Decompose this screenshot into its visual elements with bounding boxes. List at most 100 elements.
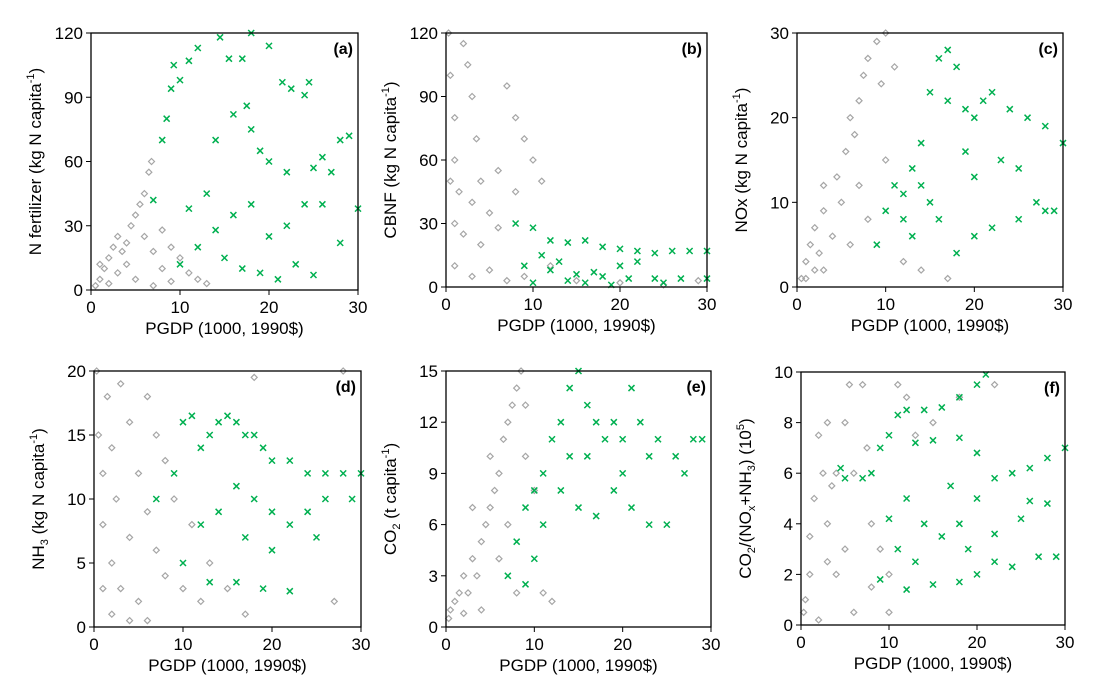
green-cross-point <box>286 457 294 465</box>
green-cross-point <box>955 434 963 442</box>
green-cross-point <box>259 585 267 593</box>
y-tick-label: 15 <box>419 362 438 381</box>
gray-diamond-point <box>330 597 339 606</box>
green-cross-point <box>973 570 981 578</box>
x-tick-label: 0 <box>86 298 95 317</box>
gray-diamond-point <box>885 608 893 617</box>
panel-a: 0 10 20 30 0 30 60 90 120 PGDP (1000, 1990$) N fer… <box>25 24 367 338</box>
green-cross-point <box>876 575 884 583</box>
green-cross-point <box>680 469 689 477</box>
green-cross-point <box>250 495 258 503</box>
plot-frame <box>93 370 362 628</box>
panel-label: (e) <box>686 379 706 396</box>
gray-diamond-point <box>481 520 490 529</box>
y-tick-label: 30 <box>64 217 83 236</box>
green-cross-point <box>938 403 946 411</box>
green-cross-point <box>873 241 881 249</box>
plot-frame <box>90 32 359 291</box>
green-cross-point <box>837 464 845 472</box>
plot-frame <box>800 371 1066 626</box>
green-cross-point <box>911 558 919 566</box>
gray-diamond-point <box>134 597 143 606</box>
gray-diamond-point <box>520 134 529 143</box>
green-cross-point <box>1035 553 1043 561</box>
gray-diamond-point <box>152 431 161 439</box>
green-cross-point <box>223 412 232 420</box>
gray-diamond-point <box>185 269 193 277</box>
green-cross-point <box>911 439 919 447</box>
green-cross-point <box>920 406 928 414</box>
gray-diamond-point <box>802 257 810 266</box>
gray-diamond-point <box>832 469 841 478</box>
gray-diamond-point <box>881 29 890 37</box>
gray-diamond-point <box>118 247 126 256</box>
green-cross-point <box>645 521 653 529</box>
green-cross-point <box>179 559 187 567</box>
gray-diamond-point <box>223 584 232 593</box>
gray-diamond-point <box>859 71 868 80</box>
y-axis-label-part: 2 <box>391 524 403 530</box>
green-cross-point <box>185 57 193 65</box>
green-cross-point <box>876 444 884 452</box>
green-cross-point <box>268 457 276 465</box>
green-cross-point <box>885 431 893 439</box>
gray-diamond-point <box>450 113 459 122</box>
gray-diamond-point <box>529 156 537 164</box>
y-tick-label: 0 <box>780 278 789 297</box>
gray-diamond-point <box>167 243 175 252</box>
green-cross-point <box>574 504 583 512</box>
green-cross-point <box>627 504 636 512</box>
gray-diamond-point <box>477 606 486 614</box>
gray-diamond-point <box>125 533 134 542</box>
x-tick-label: 30 <box>1054 295 1073 314</box>
x-tick-label: 10 <box>171 298 190 317</box>
gray-diamond-point <box>823 557 832 566</box>
x-axis-label: PGDP (1000, 1990$) <box>148 656 306 675</box>
x-tick-label: 30 <box>1056 633 1075 652</box>
y-tick-label: 20 <box>67 362 86 381</box>
gray-diamond-point <box>170 495 178 503</box>
x-axis-label: PGDP (1000, 1990$) <box>851 316 1009 335</box>
green-cross-point <box>256 147 264 155</box>
y-axis-label-part: (kg N capita <box>29 443 48 539</box>
green-cross-point <box>610 418 618 426</box>
gray-diamond-point <box>339 367 348 375</box>
x-tick-label: 30 <box>349 298 368 317</box>
green-cross-point <box>908 232 916 240</box>
gray-diamond-point <box>99 584 107 593</box>
green-cross-point <box>590 268 598 276</box>
x-tick-label: 0 <box>796 633 805 652</box>
green-cross-point <box>689 435 697 443</box>
y-axis-label: NH3 (kg N capita-1) <box>28 428 51 570</box>
green-cross-point <box>529 279 537 287</box>
gray-diamond-point <box>899 257 908 266</box>
gray-diamond-point <box>125 616 134 625</box>
green-cross-point <box>232 418 240 426</box>
green-cross-point <box>973 494 981 503</box>
gray-diamond-point <box>548 597 556 606</box>
green-cross-point <box>336 136 344 144</box>
green-cross-point <box>926 88 934 96</box>
plot-frame <box>445 32 708 288</box>
green-cross-point <box>917 139 925 147</box>
gray-diamond-point <box>152 546 161 555</box>
y-tick-label: 2 <box>784 565 793 584</box>
green-cross-point <box>991 474 999 482</box>
green-cross-point <box>309 164 318 172</box>
panel-c: 0 10 20 30 0 10 20 30 PGDP (1000, 1990$) NOx (kg … <box>731 24 1072 335</box>
gray-diamond-point <box>911 431 920 440</box>
gray-diamond-point <box>810 266 819 274</box>
green-cross-point <box>521 580 530 588</box>
y-tick-label: 4 <box>784 515 793 534</box>
green-cross-point <box>581 279 589 287</box>
green-cross-point <box>318 153 326 161</box>
gray-diamond-point <box>815 249 824 257</box>
green-cross-point <box>903 586 911 594</box>
gray-diamond-point <box>521 452 530 461</box>
green-cross-point <box>659 279 668 287</box>
gray-diamond-point <box>485 209 494 217</box>
gray-diamond-point <box>161 456 170 465</box>
plot-frame <box>796 32 1064 288</box>
green-cross-point <box>616 262 624 270</box>
